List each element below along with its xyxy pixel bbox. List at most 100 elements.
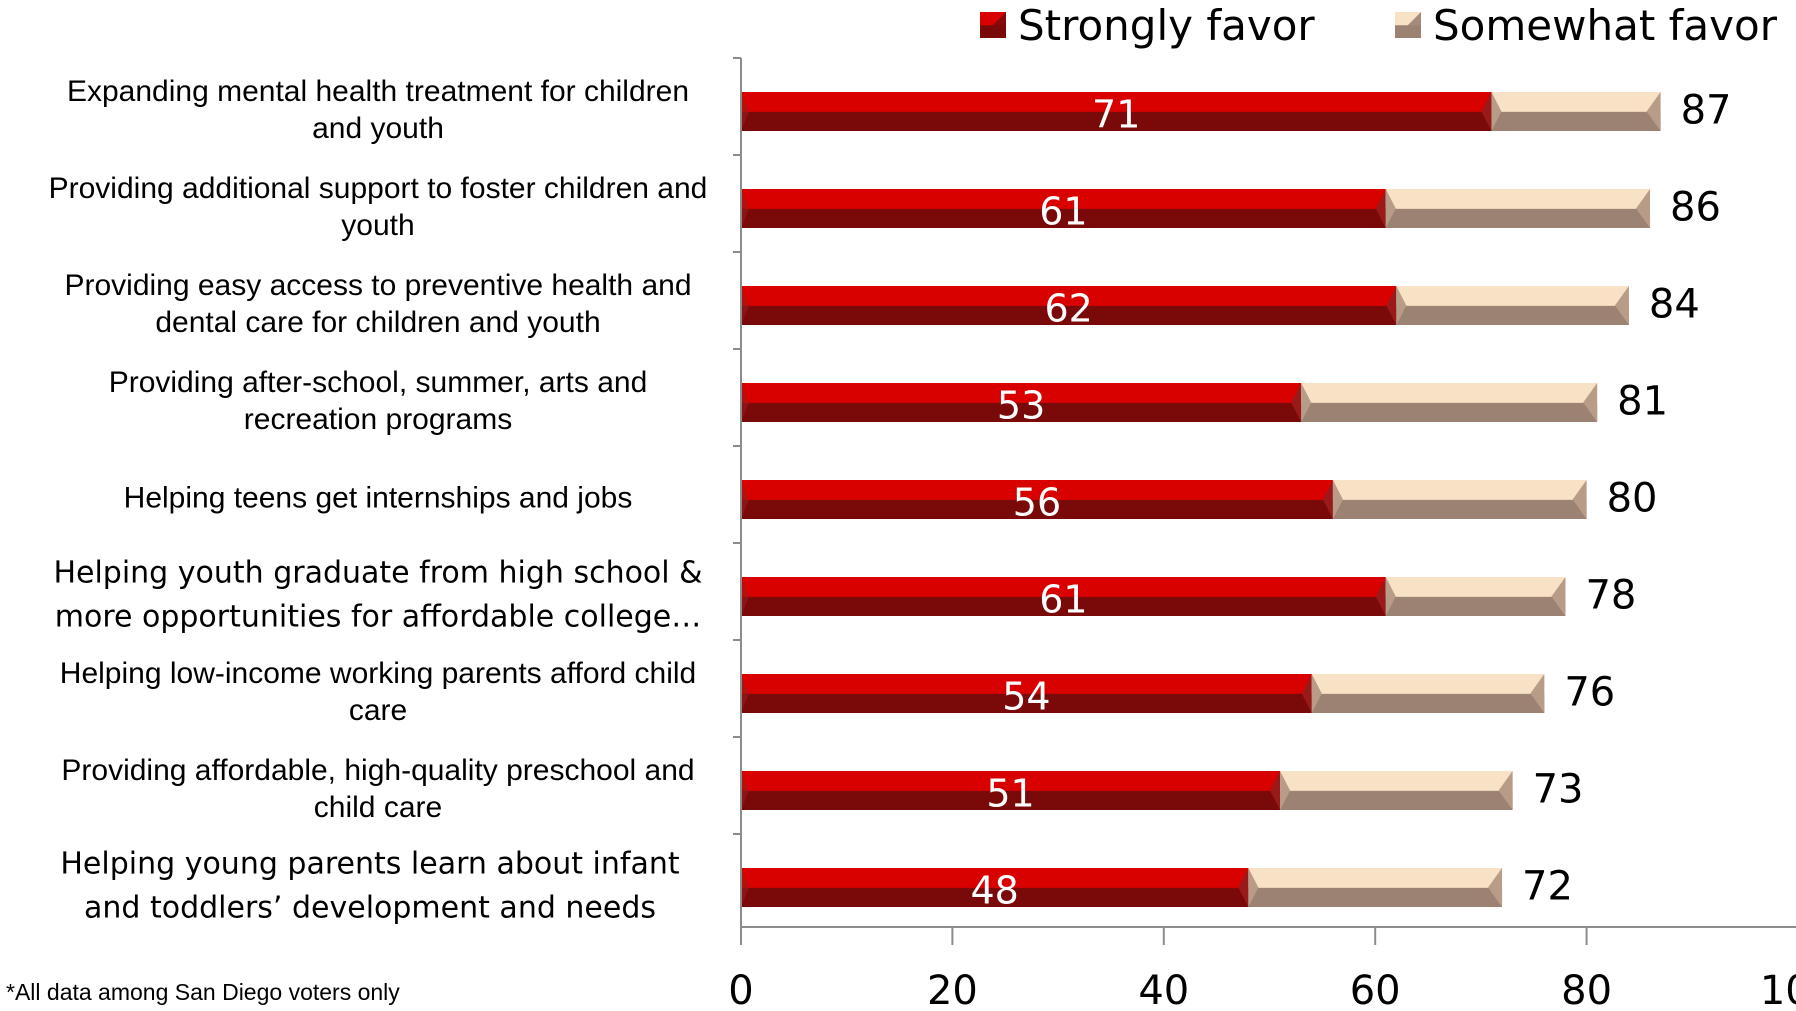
bar-bevel [1498, 771, 1513, 810]
bar-row: 61 86 [741, 185, 1721, 234]
data-label-strongly-favor: 53 [997, 384, 1045, 428]
bar-row: 71 87 [741, 88, 1731, 137]
bar-bevel [1248, 868, 1259, 907]
data-label-total: 84 [1649, 282, 1700, 328]
bar-bevel [1311, 674, 1322, 713]
bar-bevel [741, 92, 749, 131]
bar-bevel [1614, 286, 1629, 325]
bar-somewhat-favor [1385, 577, 1566, 616]
legend-swatch-somewhat-favor [1395, 12, 1421, 38]
data-label-total: 80 [1607, 476, 1658, 522]
legend-swatch-strongly-favor [980, 12, 1006, 38]
data-label-strongly-favor: 51 [986, 772, 1034, 816]
category-label: Helping young parents learn about infant… [60, 847, 679, 926]
category-label: Providing easy access to preventive heal… [64, 269, 691, 339]
x-tick-label: 40 [1138, 968, 1189, 1011]
bar-bevel [741, 480, 749, 519]
data-label-strongly-favor: 71 [1092, 93, 1140, 137]
data-label-strongly-favor: 61 [1039, 190, 1087, 234]
bar-strongly-favor [741, 868, 1249, 907]
bar-bevel [741, 771, 749, 810]
bar-bevel [1481, 92, 1492, 131]
bar-strongly-favor [741, 383, 1302, 422]
data-label-total: 86 [1670, 185, 1721, 231]
bar-bevel [1551, 577, 1566, 616]
bar-row: 53 81 [741, 379, 1668, 428]
bar-somewhat-favor [1396, 286, 1629, 325]
bar-bevel [1491, 92, 1502, 131]
bar-somewhat-favor [1301, 383, 1598, 422]
category-label: Providing additional support to foster c… [49, 172, 708, 242]
bar-bevel [741, 674, 749, 713]
category-labels: Expanding mental health treatment for ch… [49, 75, 708, 926]
bar-row: 62 84 [741, 282, 1700, 331]
x-tick-label: 80 [1561, 968, 1612, 1011]
x-tick-label: 100 [1760, 968, 1796, 1011]
category-label: Expanding mental health treatment for ch… [67, 75, 689, 145]
bar-bevel [1301, 674, 1312, 713]
category-label: Helping youth graduate from high school … [53, 556, 702, 635]
category-label: Helping low-income working parents affor… [60, 657, 696, 727]
bar-bevel [741, 189, 749, 228]
bar-bevel [1375, 189, 1386, 228]
data-label-total: 81 [1617, 379, 1668, 425]
data-label-total: 76 [1564, 670, 1615, 716]
bar-bevel [1280, 771, 1291, 810]
category-label: Helping teens get internships and jobs [124, 482, 633, 515]
bar-somewhat-favor [1248, 868, 1503, 907]
bars: 71 87 61 86 62 84 53 81 56 80 61 78 54 76 51 73 48 72 [741, 88, 1731, 913]
bar-somewhat-favor [1491, 92, 1661, 131]
data-label-strongly-favor: 56 [1013, 481, 1061, 525]
x-tick-label: 60 [1350, 968, 1401, 1011]
bar-bevel [1530, 674, 1545, 713]
data-label-strongly-favor: 48 [971, 869, 1019, 913]
axes: 0 20 40 60 80 100 [728, 57, 1796, 1011]
bar-row: 48 72 [741, 864, 1573, 913]
bar-bevel [1270, 771, 1281, 810]
data-label-strongly-favor: 54 [1002, 675, 1050, 719]
bar-bevel [1301, 383, 1312, 422]
bar-bevel [1332, 480, 1343, 519]
bar-strongly-favor [741, 771, 1281, 810]
bar-strongly-favor [741, 480, 1333, 519]
bar-bevel [1238, 868, 1249, 907]
bar-strongly-favor [741, 92, 1492, 131]
bar-somewhat-favor [1280, 771, 1513, 810]
data-label-strongly-favor: 61 [1039, 578, 1087, 622]
bar-bevel [1488, 868, 1503, 907]
bar-row: 54 76 [741, 670, 1615, 719]
bar-somewhat-favor [1311, 674, 1545, 713]
bar-bevel [1646, 92, 1661, 131]
bar-bevel [1636, 189, 1651, 228]
bar-row: 51 73 [741, 767, 1584, 816]
bar-row: 56 80 [741, 476, 1658, 525]
bar-bevel [1322, 480, 1333, 519]
bar-bevel [1375, 577, 1386, 616]
bar-strongly-favor [741, 674, 1312, 713]
bar-bevel [1291, 383, 1302, 422]
bar-strongly-favor [741, 286, 1397, 325]
data-label-total: 72 [1522, 864, 1573, 910]
bar-bevel [1396, 286, 1407, 325]
data-label-total: 87 [1681, 88, 1732, 134]
category-label: Providing after-school, summer, arts and… [109, 366, 648, 436]
bar-bevel [741, 577, 749, 616]
bar-bevel [1385, 189, 1396, 228]
bar-somewhat-favor [1385, 189, 1651, 228]
legend-label-somewhat-favor: Somewhat favor [1433, 1, 1778, 50]
data-label-strongly-favor: 62 [1044, 287, 1092, 331]
bar-bevel [1385, 577, 1396, 616]
x-tick-label: 0 [728, 968, 753, 1011]
legend: Strongly favor Somewhat favor [980, 1, 1778, 50]
category-label: Providing affordable, high-quality presc… [61, 754, 694, 824]
legend-label-strongly-favor: Strongly favor [1018, 1, 1315, 50]
bar-bevel [1583, 383, 1598, 422]
bar-row: 61 78 [741, 573, 1636, 622]
bar-bevel [741, 383, 749, 422]
bar-bevel [1572, 480, 1587, 519]
bar-somewhat-favor [1332, 480, 1587, 519]
bar-bevel [741, 868, 749, 907]
bar-strongly-favor [741, 189, 1386, 228]
x-tick-label: 20 [927, 968, 978, 1011]
